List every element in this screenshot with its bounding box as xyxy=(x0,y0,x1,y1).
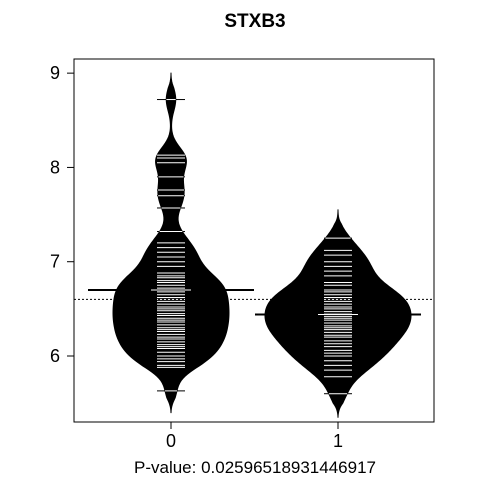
y-tick-label-9: 9 xyxy=(50,63,60,83)
x-tick-label-1: 1 xyxy=(333,431,343,451)
x-tick-label-0: 0 xyxy=(166,431,176,451)
y-tick-label-7: 7 xyxy=(50,252,60,272)
y-tick-label-8: 8 xyxy=(50,157,60,177)
x-axis-label: P-value: 0.02596518931446917 xyxy=(134,458,376,477)
chart-title: STXB3 xyxy=(224,11,285,32)
axes: 6 7 8 9 0 1 xyxy=(50,63,343,451)
y-tick-label-6: 6 xyxy=(50,346,60,366)
plot-area xyxy=(74,72,434,418)
plot-frame xyxy=(73,58,435,423)
